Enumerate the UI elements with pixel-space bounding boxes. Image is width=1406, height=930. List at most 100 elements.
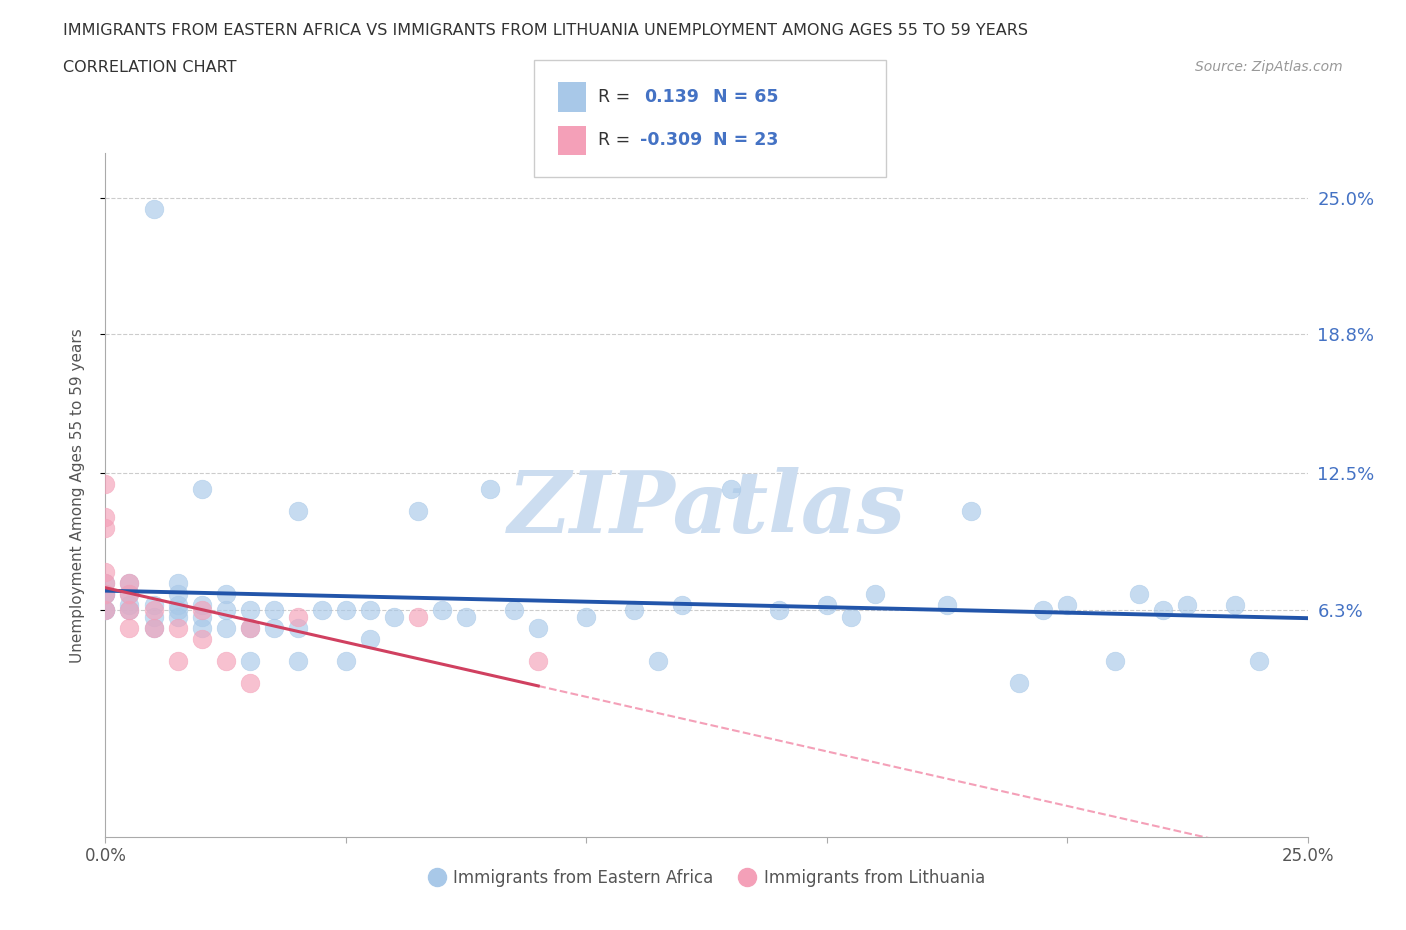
Point (94, 510, 117, 525)
Point (1104, 653, 1126, 668)
Point (142, 620, 165, 635)
Point (239, 620, 262, 635)
Point (166, 576, 188, 591)
Point (166, 603, 188, 618)
Text: Source: ZipAtlas.com: Source: ZipAtlas.com (1195, 60, 1343, 74)
Point (94, 603, 117, 618)
Point (190, 481, 212, 496)
Point (118, 603, 141, 618)
Point (1056, 598, 1078, 613)
Text: N = 23: N = 23 (713, 131, 778, 150)
Point (94, 477, 117, 492)
Point (1008, 675, 1031, 690)
Point (815, 598, 838, 613)
Text: CORRELATION CHART: CORRELATION CHART (63, 60, 236, 75)
Point (190, 609, 212, 624)
Point (839, 609, 862, 624)
Point (142, 620, 165, 635)
Point (263, 620, 285, 635)
Text: R =: R = (598, 131, 630, 150)
Point (142, 603, 165, 618)
Point (936, 598, 959, 613)
Point (1249, 653, 1271, 668)
Point (166, 620, 188, 635)
Point (214, 603, 236, 618)
Point (359, 603, 381, 618)
Point (527, 653, 550, 668)
Point (239, 603, 262, 618)
Point (647, 653, 669, 668)
Point (142, 598, 165, 613)
Point (118, 598, 141, 613)
Point (94, 603, 117, 618)
Point (1128, 587, 1150, 602)
Point (142, 201, 165, 216)
Point (94, 521, 117, 536)
Text: ZIPatlas: ZIPatlas (508, 467, 905, 551)
Point (94, 587, 117, 602)
Point (263, 603, 285, 618)
Point (239, 620, 262, 635)
Point (287, 620, 309, 635)
Point (190, 603, 212, 618)
Point (118, 587, 141, 602)
Point (94, 576, 117, 591)
Point (94, 576, 117, 591)
Point (166, 653, 188, 668)
Point (335, 653, 357, 668)
Point (1175, 598, 1198, 613)
Text: R =: R = (598, 87, 630, 106)
Point (94, 565, 117, 579)
Text: N = 65: N = 65 (713, 87, 779, 106)
Text: -0.309: -0.309 (640, 131, 702, 150)
Point (863, 587, 886, 602)
Point (190, 598, 212, 613)
Point (214, 620, 236, 635)
Point (768, 603, 790, 618)
Legend: Immigrants from Eastern Africa, Immigrants from Lithuania: Immigrants from Eastern Africa, Immigran… (422, 862, 991, 894)
Point (94, 603, 117, 618)
Point (359, 631, 381, 646)
Point (166, 609, 188, 624)
Point (527, 620, 550, 635)
Point (214, 587, 236, 602)
Point (1152, 603, 1174, 618)
Point (239, 675, 262, 690)
Point (190, 631, 212, 646)
Point (142, 609, 165, 624)
Point (382, 609, 405, 624)
Point (239, 653, 262, 668)
Point (166, 598, 188, 613)
Point (287, 503, 309, 518)
Point (118, 576, 141, 591)
Point (287, 609, 309, 624)
Text: 0.139: 0.139 (644, 87, 699, 106)
Point (118, 576, 141, 591)
Point (190, 620, 212, 635)
Point (406, 609, 429, 624)
Point (479, 481, 502, 496)
Point (430, 603, 453, 618)
Text: IMMIGRANTS FROM EASTERN AFRICA VS IMMIGRANTS FROM LITHUANIA UNEMPLOYMENT AMONG A: IMMIGRANTS FROM EASTERN AFRICA VS IMMIGR… (63, 23, 1028, 38)
Point (118, 603, 141, 618)
Point (454, 609, 477, 624)
Point (335, 603, 357, 618)
Point (118, 620, 141, 635)
Point (503, 603, 526, 618)
Point (720, 481, 742, 496)
Point (166, 587, 188, 602)
Point (960, 503, 983, 518)
Point (406, 503, 429, 518)
Point (287, 653, 309, 668)
Point (94, 587, 117, 602)
Point (1225, 598, 1247, 613)
Point (623, 603, 645, 618)
Point (118, 587, 141, 602)
Point (671, 598, 693, 613)
Point (1032, 603, 1054, 618)
Y-axis label: Unemployment Among Ages 55 to 59 years: Unemployment Among Ages 55 to 59 years (70, 328, 84, 662)
Point (214, 653, 236, 668)
Point (311, 603, 333, 618)
Point (94, 587, 117, 602)
Point (575, 609, 598, 624)
